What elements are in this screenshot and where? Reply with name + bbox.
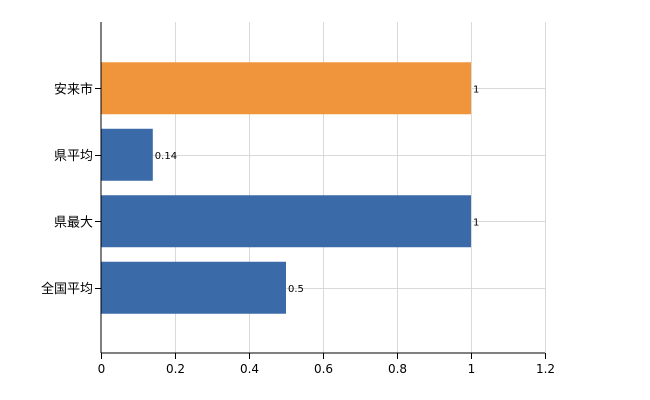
bar bbox=[101, 261, 286, 314]
x-tick-label: 1.2 bbox=[536, 362, 555, 376]
data-label: 1 bbox=[473, 217, 479, 228]
x-axis-ticks: 0 0.2 0.4 0.6 0.8 1 1.2 bbox=[98, 353, 555, 376]
x-tick-label: 0.4 bbox=[240, 362, 259, 376]
category-label: 全国平均 bbox=[41, 281, 93, 297]
data-label: 0.5 bbox=[288, 284, 304, 295]
x-tick-label: 0.6 bbox=[314, 362, 333, 376]
data-labels: 1 0.14 1 0.5 bbox=[155, 84, 480, 295]
x-tick-label: 1 bbox=[468, 362, 476, 376]
x-tick-label: 0.2 bbox=[166, 362, 185, 376]
bar bbox=[101, 195, 471, 248]
category-label: 安来市 bbox=[54, 81, 93, 97]
bars bbox=[101, 62, 471, 314]
bar bbox=[101, 62, 471, 115]
bar bbox=[101, 128, 153, 181]
x-tick-label: 0.8 bbox=[388, 362, 407, 376]
category-label: 県平均 bbox=[54, 149, 93, 164]
category-label: 県最大 bbox=[54, 215, 93, 230]
data-label: 1 bbox=[473, 84, 479, 95]
data-label: 0.14 bbox=[155, 151, 177, 162]
x-tick-label: 0 bbox=[98, 362, 106, 376]
